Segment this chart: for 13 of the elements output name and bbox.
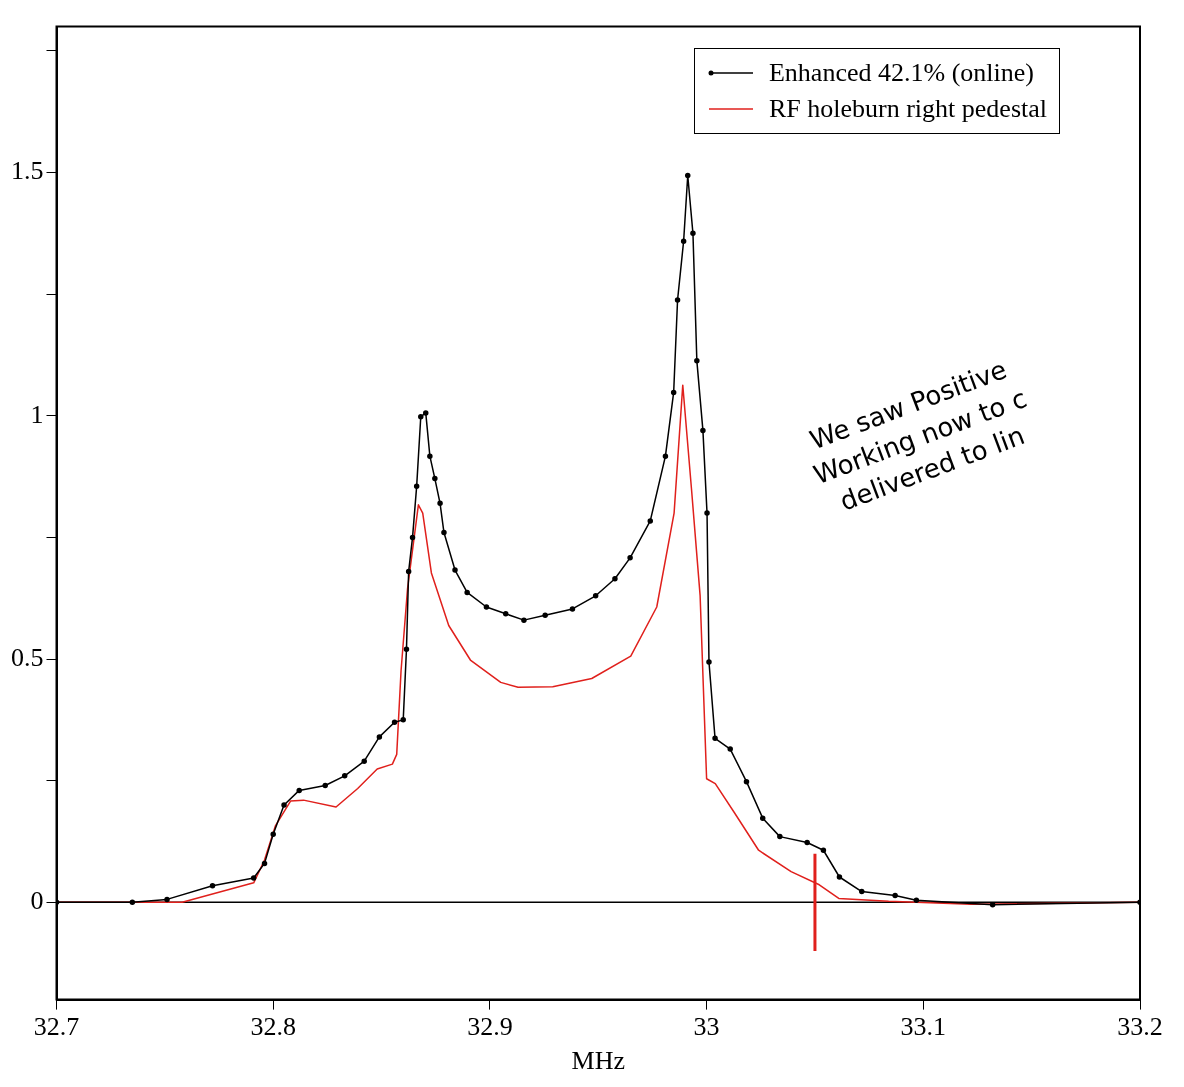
legend-label: RF holeburn right pedestal <box>768 93 1047 125</box>
y-tick-label: 1 <box>30 399 44 429</box>
x-tick-label: 32.9 <box>467 1012 513 1042</box>
x-tick-label: 33.1 <box>900 1012 947 1042</box>
y-tick-label: 0.5 <box>11 642 44 672</box>
x-tick-label: 32.7 <box>33 1012 80 1042</box>
x-tick-label: 32.8 <box>250 1012 296 1042</box>
y-tick-label: 0 <box>30 886 44 916</box>
x-axis-title: MHz <box>571 1046 625 1076</box>
legend-label: Enhanced 42.1% (online) <box>768 57 1034 89</box>
y-tick-label: 1.5 <box>11 156 44 186</box>
x-tick-label: 33 <box>693 1012 720 1042</box>
x-tick-label: 33.2 <box>1117 1012 1163 1042</box>
